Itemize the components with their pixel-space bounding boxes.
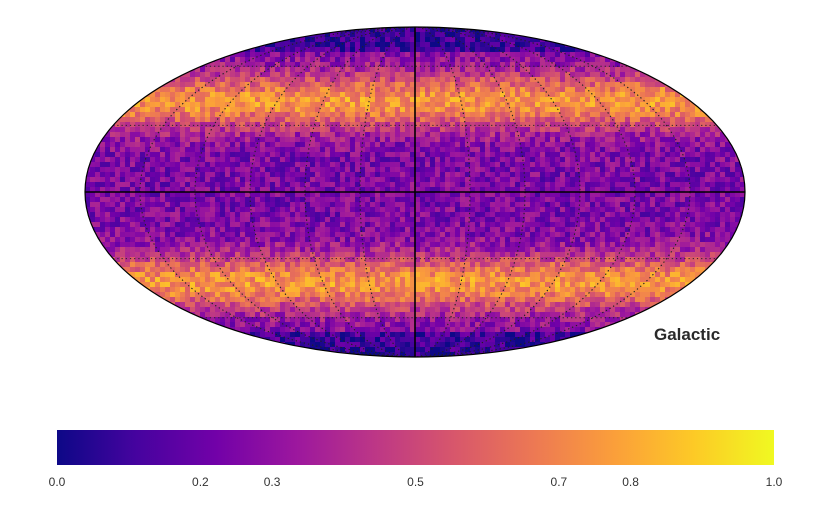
colorbar-gradient [57,430,774,465]
colorbar-tick-label: 0.2 [192,475,209,489]
colorbar [57,430,774,465]
colorbar-tick-label: 0.7 [550,475,568,489]
coordinate-system-label: Galactic [654,325,721,344]
colorbar-tick-label: 0.8 [622,475,639,489]
colorbar-tick-label: 0.3 [263,475,281,489]
colorbar-tick-label: 0.0 [48,475,66,489]
colorbar-tick-label: 0.5 [407,475,424,489]
map-boundary [84,26,746,358]
colorbar-tick-label: 1.0 [765,475,783,489]
galactic-mollweide-map [84,26,746,358]
